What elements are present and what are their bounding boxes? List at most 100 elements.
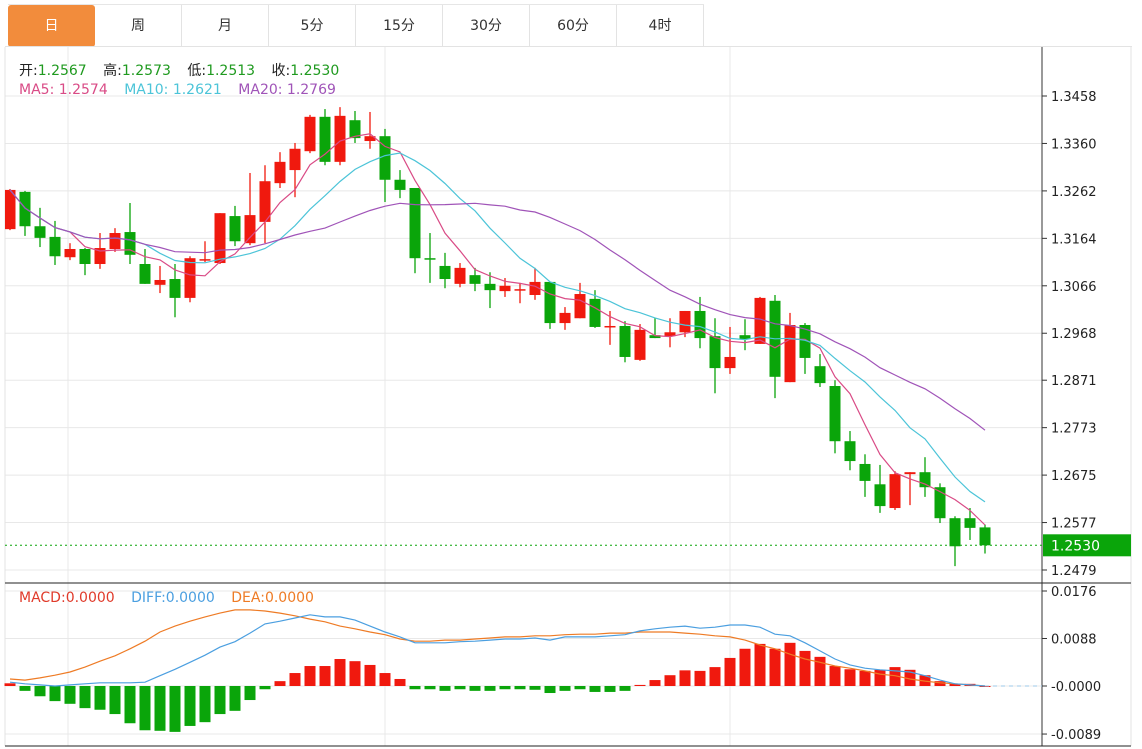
candle-body [289, 148, 301, 171]
candle-body [64, 248, 76, 258]
macd-bar [769, 648, 781, 686]
macd-tick-label: 0.0088 [1051, 633, 1097, 648]
macd-bar [424, 686, 436, 690]
candle-body [919, 472, 931, 488]
macd-bar [79, 686, 91, 709]
macd-bar [439, 686, 451, 691]
candle-body [334, 115, 346, 162]
candle-body [664, 332, 676, 337]
candle [349, 111, 361, 143]
candle [214, 213, 226, 265]
macd-value: 0.0000 [65, 590, 115, 606]
candle-body [934, 487, 946, 519]
price-tick-label: 1.3262 [1051, 185, 1097, 200]
low-value: 1.2513 [206, 63, 256, 79]
ma5-label: MA5: [19, 82, 55, 98]
candle [364, 111, 376, 149]
macd-bar [169, 686, 181, 732]
candle-body [619, 325, 631, 357]
macd-bar [934, 681, 946, 686]
price-tick-label: 1.2479 [1051, 564, 1097, 579]
candle-body [544, 281, 556, 324]
candle-body [364, 136, 376, 142]
candle-body [679, 310, 691, 333]
candle [529, 267, 541, 300]
macd-bar [364, 664, 376, 686]
candle [634, 324, 646, 361]
macd-bar [649, 680, 661, 686]
candle [694, 296, 706, 349]
macd-bar [379, 673, 391, 686]
candle-body [259, 181, 271, 222]
tab-week[interactable]: 周 [95, 5, 182, 47]
last-price-label: 1.2530 [1051, 538, 1100, 554]
macd-bar [814, 656, 826, 686]
macd-bar [409, 686, 421, 690]
candle-body [5, 189, 16, 230]
macd-bar [829, 666, 841, 686]
candle-body [169, 279, 181, 298]
candle-body [274, 161, 286, 184]
candle-body [979, 527, 991, 546]
candle [154, 265, 166, 294]
candle [409, 187, 421, 274]
candle [649, 318, 661, 339]
macd-bar [19, 686, 31, 691]
candle [289, 142, 301, 198]
macd-bar [799, 650, 811, 686]
tab-month[interactable]: 月 [182, 5, 269, 47]
tab-day[interactable]: 日 [8, 5, 95, 47]
tab-30min[interactable]: 30分 [443, 5, 530, 47]
tab-5min[interactable]: 5分 [269, 5, 356, 47]
ma-legend: MA5: 1.2574 MA10: 1.2621 MA20: 1.2769 [19, 82, 336, 98]
candle [379, 128, 391, 203]
candle [199, 241, 211, 263]
candle [814, 354, 826, 387]
candle [139, 248, 151, 284]
tab-4hour[interactable]: 4时 [617, 5, 704, 47]
candle-body [784, 325, 796, 383]
price-tick-label: 1.3458 [1051, 90, 1097, 105]
candle-body [964, 518, 976, 528]
macd-bar [604, 686, 616, 692]
candle-body [394, 179, 406, 190]
macd-bar [184, 686, 196, 726]
macd-bar [844, 669, 856, 686]
diff-value: 0.0000 [165, 590, 215, 606]
candle-body [154, 279, 166, 285]
candle-body [904, 472, 916, 475]
candle [829, 380, 841, 454]
dea-label: DEA: [231, 590, 265, 606]
candle-body [949, 518, 961, 547]
candle-body [94, 248, 106, 265]
candle [484, 272, 496, 309]
last-price-badge [1043, 534, 1131, 557]
macd-bar [484, 686, 496, 691]
tab-15min[interactable]: 15分 [356, 5, 443, 47]
tabs-divider [5, 46, 1132, 47]
diff-line [9, 614, 986, 687]
candle-body [484, 283, 496, 291]
macd-bar [214, 686, 226, 715]
macd-bar [664, 675, 676, 686]
low-label: 低: [187, 63, 207, 79]
price-tick-label: 1.2968 [1051, 327, 1097, 342]
candle-body [109, 233, 121, 249]
candle [904, 472, 916, 506]
macd-legend: MACD:0.0000 DIFF:0.0000 DEA:0.0000 [19, 590, 314, 606]
candle [679, 310, 691, 338]
candle-body [514, 289, 526, 291]
macd-bar [319, 666, 331, 686]
candle [5, 188, 16, 231]
candle [394, 170, 406, 199]
candle [559, 307, 571, 330]
tab-60min[interactable]: 60分 [530, 5, 617, 47]
macd-bar [259, 686, 271, 690]
macd-bar [619, 686, 631, 691]
candle-body [859, 463, 871, 481]
macd-bar [904, 669, 916, 686]
candle [64, 243, 76, 261]
ma20-value: 1.2769 [286, 82, 336, 98]
price-tick-label: 1.2577 [1051, 517, 1097, 532]
candle-body [529, 281, 541, 295]
